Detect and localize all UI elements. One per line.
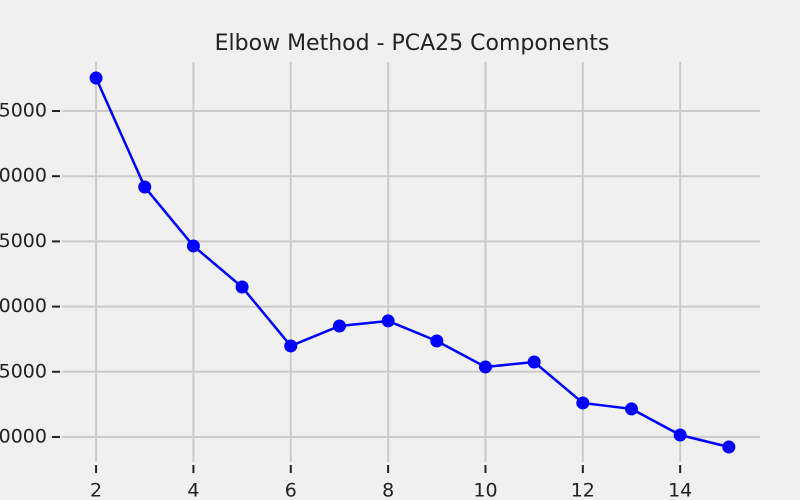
point	[284, 339, 298, 353]
point	[235, 280, 249, 294]
x-tick-label: 2	[90, 480, 102, 500]
point	[186, 239, 200, 253]
point	[478, 360, 492, 374]
y-tick-label: 20000	[0, 425, 47, 447]
point	[576, 396, 590, 410]
y-tick-label: 45000	[0, 100, 47, 122]
point	[332, 319, 346, 333]
x-tick-label: 4	[187, 480, 199, 500]
x-tick-label: 8	[382, 480, 394, 500]
line	[94, 77, 730, 449]
x-tick-label: 10	[473, 480, 497, 500]
point	[673, 428, 687, 442]
point	[89, 71, 103, 85]
point	[624, 402, 638, 416]
y-tick-label: 25000	[0, 360, 47, 382]
point	[722, 440, 736, 454]
point	[138, 180, 152, 194]
point	[381, 314, 395, 328]
x-tick-label: 12	[571, 480, 595, 500]
point	[527, 355, 541, 369]
x-tick-label: 6	[285, 480, 297, 500]
x-tick-label: 14	[668, 480, 692, 500]
point	[430, 334, 444, 348]
y-tick-label: 30000	[0, 295, 47, 317]
chart-title: Elbow Method - PCA25 Components	[215, 31, 610, 56]
y-tick-label: 40000	[0, 165, 47, 187]
y-tick-label: 35000	[0, 230, 47, 252]
